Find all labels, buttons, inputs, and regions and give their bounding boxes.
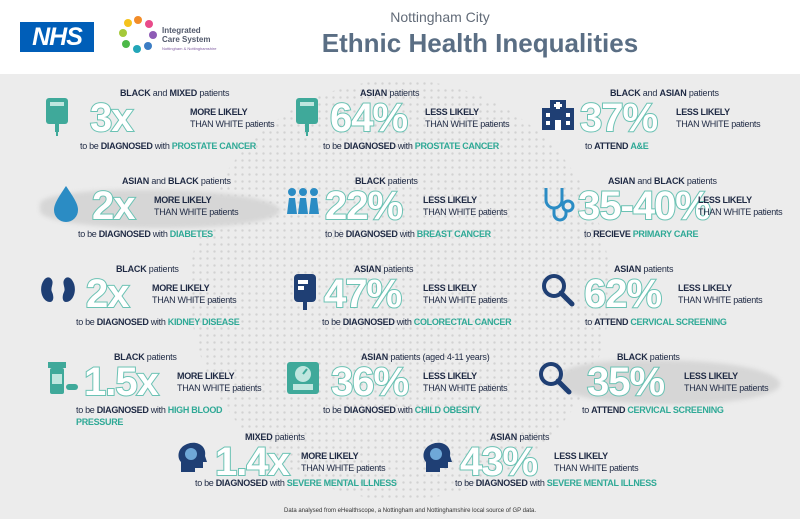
comparison-label: LESS LIKELY THAN WHITE patients: [698, 195, 783, 217]
condition-label: CERVICAL SCREENING: [627, 405, 724, 415]
scale-icon: [287, 362, 319, 394]
outcome-label: to be DIAGNOSED with SEVERE MENTAL ILLNE…: [195, 478, 397, 488]
population-label: BLACK patients: [617, 352, 680, 362]
iv-drip-icon: [46, 98, 68, 136]
header: NHS Integrated Care System Nottingham & …: [0, 0, 800, 74]
blood-drop-icon: [54, 186, 78, 222]
ics-logo: Integrated Care System Nottingham & Nott…: [118, 14, 248, 58]
condition-label: DIABETES: [169, 229, 213, 239]
condition-label: HIGH BLOOD: [167, 405, 223, 415]
comparison-label: MORE LIKELY THAN WHITE patients: [301, 451, 386, 473]
stat-value: 36%: [330, 359, 410, 405]
population-label: BLACK patients: [116, 264, 179, 274]
population-label: ASIAN patients: [490, 432, 550, 442]
population-label: MIXED patients: [245, 432, 305, 442]
outcome-label: to be DIAGNOSED with HIGH BLOOD PRESSURE: [76, 405, 223, 427]
stat-value: 47%: [323, 271, 403, 317]
outcome-label: to be DIAGNOSED with KIDNEY DISEASE: [76, 317, 240, 327]
outcome-label: to be DIAGNOSED with PROSTATE CANCER: [80, 141, 256, 151]
population-label: ASIAN and BLACK patients: [608, 176, 717, 186]
stat-value: 2x: [85, 271, 130, 317]
population-label: ASIAN patients: [360, 88, 420, 98]
comparison-label: LESS LIKELY THAN WHITE patients: [684, 371, 769, 393]
condition-label: KIDNEY DISEASE: [167, 317, 240, 327]
kidneys-icon: [41, 277, 75, 302]
stat-value: 43%: [459, 439, 539, 485]
outcome-label: to be DIAGNOSED with BREAST CANCER: [325, 229, 491, 239]
comparison-label: LESS LIKELY THAN WHITE patients: [423, 283, 508, 305]
condition-label: PRESSURE: [76, 417, 124, 427]
stat-value: 35%: [586, 359, 666, 405]
condition-label: A&E: [630, 141, 649, 151]
stethoscope-icon: [544, 188, 575, 222]
background-dot-pattern: [190, 80, 610, 500]
outcome-label: to be DIAGNOSED with PROSTATE CANCER: [323, 141, 499, 151]
comparison-label: LESS LIKELY THAN WHITE patients: [425, 107, 510, 129]
comparison-label: LESS LIKELY THAN WHITE patients: [423, 371, 508, 393]
outcome-label: to be DIAGNOSED with DIABETES: [78, 229, 213, 239]
magnifier-icon: [542, 274, 575, 307]
population-label: ASIAN and BLACK patients: [122, 176, 231, 186]
population-label: BLACK and MIXED patients: [120, 88, 230, 98]
comparison-label: LESS LIKELY THAN WHITE patients: [554, 451, 639, 473]
outcome-label: to ATTEND CERVICAL SCREENING: [585, 317, 727, 327]
outcome-label: to be DIAGNOSED with COLORECTAL CANCER: [322, 317, 512, 327]
comparison-label: LESS LIKELY THAN WHITE patients: [423, 195, 508, 217]
brain-head-icon: [423, 442, 452, 472]
outcome-label: to ATTEND CERVICAL SCREENING: [582, 405, 724, 415]
footer-note: Data analysed from eHealthscope, a Notti…: [283, 508, 537, 514]
condition-label: BREAST CANCER: [416, 229, 491, 239]
population-label: ASIAN patients: [614, 264, 674, 274]
comparison-label: LESS LIKELY THAN WHITE patients: [676, 107, 761, 129]
stat-value: 64%: [329, 95, 409, 141]
population-label: BLACK patients: [114, 352, 177, 362]
condition-label: PRIMARY CARE: [632, 229, 699, 239]
outcome-label: to ATTEND A&E: [585, 141, 649, 151]
comparison-label: LESS LIKELY THAN WHITE patients: [678, 283, 763, 305]
stat-value: 62%: [583, 271, 663, 317]
iv-drip-icon: [296, 98, 318, 136]
stat-value: 2x: [91, 183, 136, 229]
brush-stroke: [560, 360, 780, 404]
stat-value: 3x: [89, 95, 134, 141]
iv-bag-icon: [294, 274, 316, 310]
brain-head-icon: [178, 442, 207, 472]
outcome-label: to be DIAGNOSED with CHILD OBESITY: [323, 405, 481, 415]
comparison-label: MORE LIKELY THAN WHITE patients: [177, 371, 262, 393]
hospital-icon: [542, 100, 574, 130]
outcome-label: to RECIEVE PRIMARY CARE: [584, 229, 699, 239]
population-label: BLACK and ASIAN patients: [610, 88, 719, 98]
population-label: ASIAN patients (aged 4-11 years): [361, 352, 490, 362]
condition-label: SEVERE MENTAL ILLNESS: [286, 478, 397, 488]
stat-value: 35-40%: [577, 183, 712, 229]
ics-circle-icon: [119, 16, 157, 53]
condition-label: PROSTATE CANCER: [414, 141, 499, 151]
population-label: BLACK patients: [355, 176, 418, 186]
condition-label: COLORECTAL CANCER: [413, 317, 512, 327]
pill-bottle-icon: [48, 362, 78, 394]
brush-stroke: [40, 190, 280, 228]
nhs-logo: NHS: [20, 22, 94, 52]
stat-value: 1.5x: [83, 359, 160, 405]
condition-label: CERVICAL SCREENING: [630, 317, 727, 327]
magnifier-icon: [539, 362, 572, 395]
comparison-label: MORE LIKELY THAN WHITE patients: [152, 283, 237, 305]
ics-subtitle: Nottingham & Nottinghamshire: [162, 46, 217, 51]
ics-name: Integrated Care System: [162, 26, 211, 44]
comparison-label: MORE LIKELY THAN WHITE patients: [154, 195, 239, 217]
condition-label: CHILD OBESITY: [414, 405, 481, 415]
page-subtitle: Nottingham City: [390, 9, 490, 25]
stat-value: 22%: [324, 183, 404, 229]
women-group-icon: [287, 188, 319, 214]
comparison-label: MORE LIKELY THAN WHITE patients: [190, 107, 275, 129]
condition-label: PROSTATE CANCER: [171, 141, 256, 151]
outcome-label: to be DIAGNOSED with SEVERE MENTAL ILLNE…: [455, 478, 657, 488]
page-title: Ethnic Health Inequalities: [321, 28, 639, 58]
stat-value: 37%: [579, 95, 659, 141]
population-label: ASIAN patients: [354, 264, 414, 274]
condition-label: SEVERE MENTAL ILLNESS: [546, 478, 657, 488]
stat-value: 1.4x: [214, 439, 291, 485]
